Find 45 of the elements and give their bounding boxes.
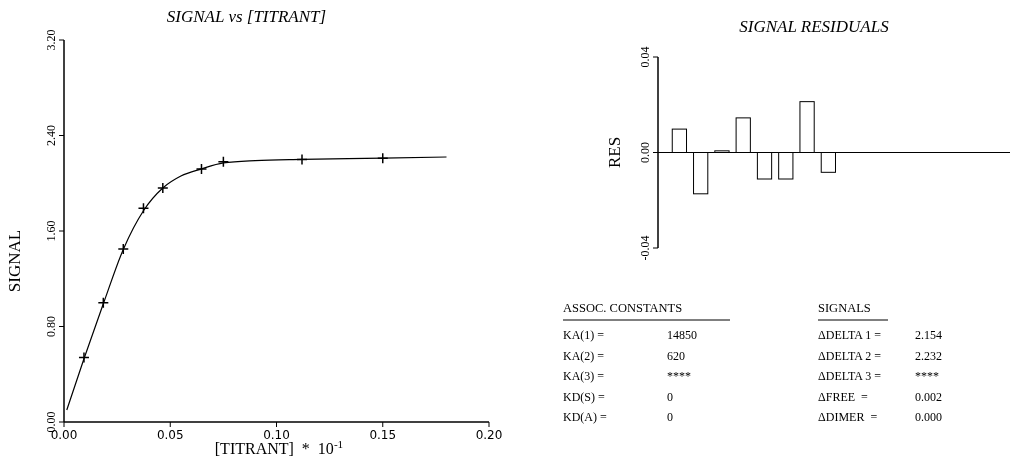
- point: [195, 163, 208, 175]
- text: ΔFREE =: [818, 389, 869, 404]
- text: ****: [915, 369, 939, 383]
- text: 0: [667, 410, 673, 424]
- text: 2.232: [915, 348, 942, 363]
- text: 620: [667, 348, 685, 363]
- y-axis-title: SIGNAL: [5, 229, 24, 293]
- x-tick-label: 0.05: [156, 428, 184, 442]
- y-tick-label: 3.20: [44, 29, 58, 51]
- text: KA(1) =: [563, 328, 605, 342]
- y-tick-label: 1.60: [44, 220, 58, 242]
- y-axis-title: RES: [605, 136, 624, 169]
- y-tick-label: 2.40: [44, 125, 58, 146]
- point: [117, 243, 130, 255]
- y-tick-label: 0.80: [44, 316, 58, 337]
- point: [217, 156, 230, 168]
- text: KD(A) =: [563, 410, 607, 424]
- text: 2.154: [915, 328, 942, 342]
- text: ΔDELTA 2 =: [818, 348, 882, 363]
- text: SIGNALS: [818, 301, 871, 315]
- point: [78, 351, 90, 364]
- text: 0.002: [915, 389, 942, 404]
- text: ΔDELTA 3 =: [818, 369, 882, 383]
- point: [137, 202, 150, 215]
- chart-title: SIGNAL vs [TITRANT]: [166, 7, 327, 26]
- point: [296, 153, 308, 166]
- text: 0: [667, 389, 673, 404]
- x-tick-label: 0.20: [475, 428, 503, 442]
- text: KA(2) =: [563, 348, 605, 363]
- point: [377, 152, 389, 164]
- text: ASSOC. CONSTANTS: [563, 301, 683, 315]
- chart-title: SIGNAL RESIDUALS: [739, 17, 890, 36]
- y-tick-label: 0.04: [638, 46, 652, 68]
- x-tick-label: 0.15: [369, 428, 397, 442]
- y-tick-label: 0.00: [638, 142, 652, 163]
- text: 0.000: [915, 410, 942, 424]
- y-tick-label: -0.04: [638, 235, 652, 261]
- text: ΔDELTA 1 =: [818, 328, 882, 342]
- text: ****: [667, 369, 691, 383]
- text: ΔDIMER =: [818, 410, 878, 424]
- point: [157, 182, 169, 194]
- text: KD(S) =: [563, 389, 605, 404]
- text: 14850: [667, 328, 697, 342]
- point: [97, 296, 110, 309]
- text: KA(3) =: [563, 369, 605, 383]
